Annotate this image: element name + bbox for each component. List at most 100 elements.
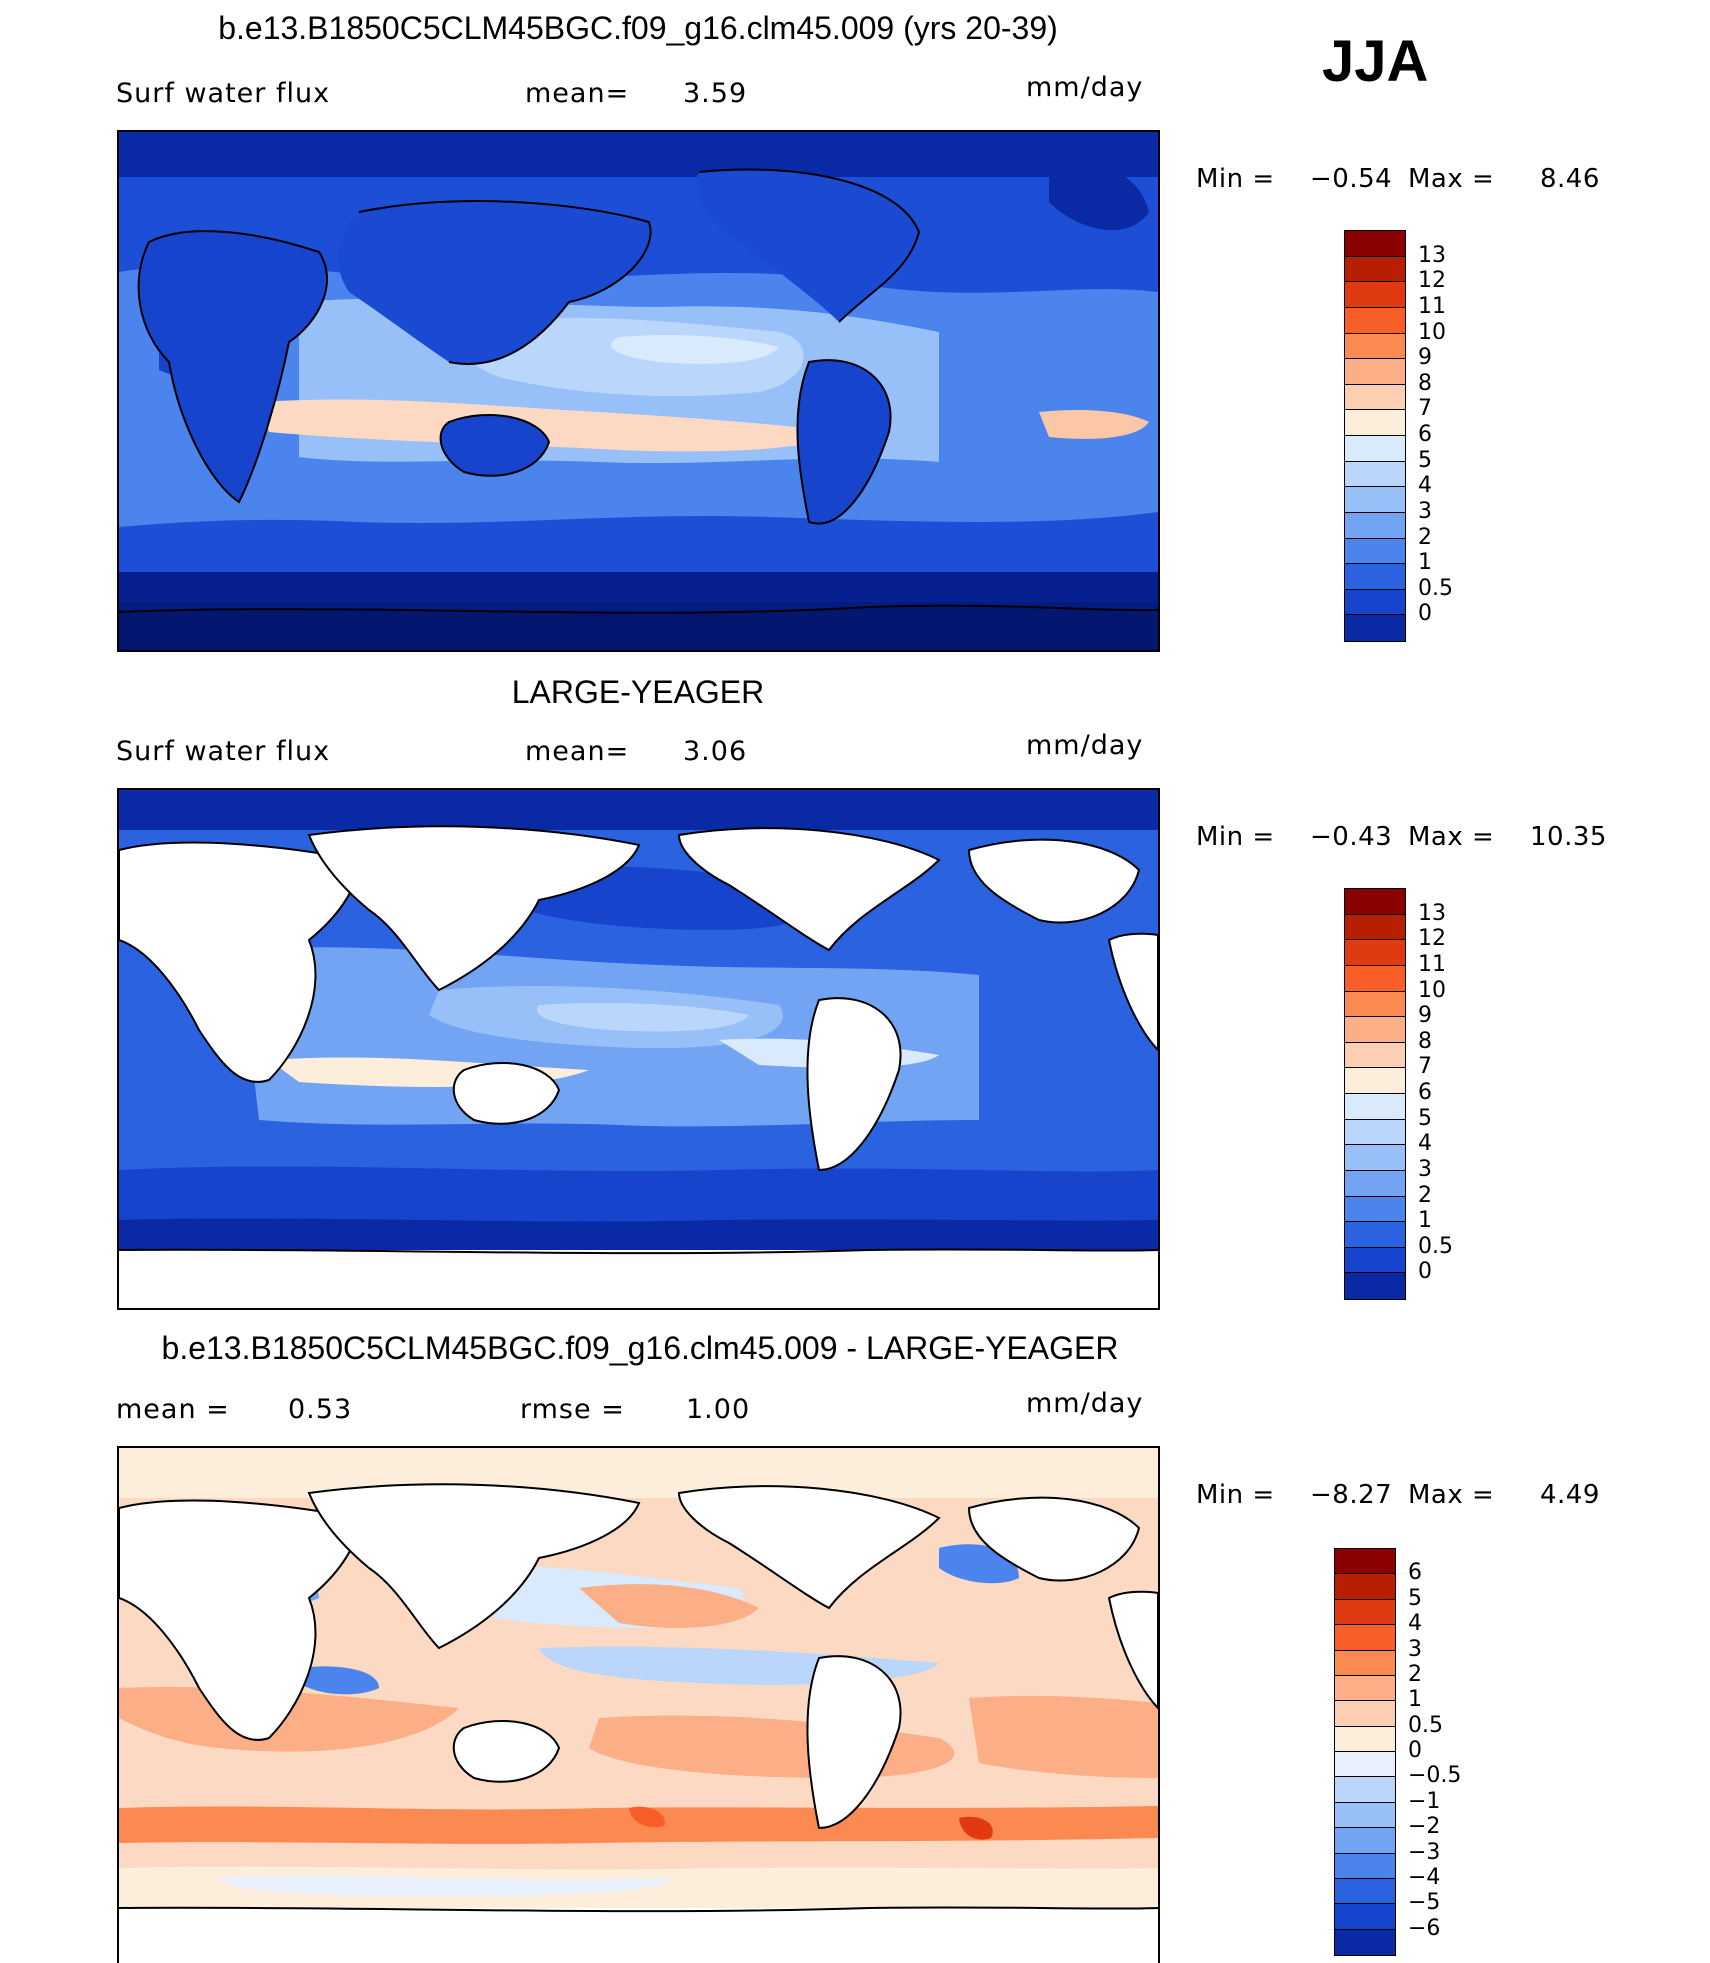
panel-1-units: mm/day [1026, 72, 1144, 103]
panel-2-units: mm/day [1026, 730, 1144, 761]
panel-3-rmse-label: rmse = [520, 1394, 625, 1425]
colorbar-tick-label: 4 [1418, 1131, 1432, 1157]
colorbar-tick-label: 1 [1408, 1687, 1422, 1713]
panel-2-europe-land [967, 838, 1141, 924]
panel-2-max-label: Max = [1408, 822, 1495, 852]
panel-2-title: LARGE-YEAGER [511, 674, 765, 710]
colorbar-swatch [1345, 889, 1405, 915]
panel-3-colorbar [1334, 1548, 1396, 1956]
colorbar-swatch [1335, 1625, 1395, 1651]
panel-2-africa-europe-land [119, 841, 361, 1083]
panel-3-north-america-land [677, 1485, 941, 1610]
panel-3-africa-europe-land [119, 1499, 361, 1741]
panel-2-colorbar [1344, 888, 1406, 1300]
panel-1-min-label: Min = [1196, 164, 1275, 194]
colorbar-tick-label: 5 [1408, 1585, 1422, 1611]
panel-1-map [117, 130, 1160, 652]
colorbar-swatch [1335, 1828, 1395, 1854]
colorbar-swatch [1345, 589, 1405, 616]
panel-2-min-label: Min = [1196, 822, 1275, 852]
panel-2-north-america-land [677, 827, 941, 952]
colorbar-tick-label: 0.5 [1418, 1233, 1453, 1259]
colorbar-swatch [1345, 487, 1405, 513]
colorbar-swatch [1345, 333, 1405, 360]
colorbar-swatch [1345, 436, 1405, 462]
panel-3-mean-label: mean = [116, 1394, 230, 1425]
colorbar-swatch [1345, 1068, 1405, 1094]
colorbar-tick-label: 9 [1418, 1003, 1432, 1029]
panel-2-mean-label: mean= [525, 736, 630, 767]
panel-2-min-value: −0.43 [1310, 822, 1393, 852]
panel-3-rmse-value: 1.00 [686, 1394, 751, 1425]
panel-1-title: b.e13.B1850C5CLM45BGC.f09_g16.clm45.009 … [218, 10, 1058, 46]
colorbar-tick-label: −4 [1408, 1864, 1441, 1890]
colorbar-swatch [1345, 965, 1405, 992]
panel-2-antarctica-land [119, 1250, 1158, 1308]
colorbar-tick-label: 9 [1418, 345, 1432, 371]
colorbar-tick-label: 7 [1418, 1054, 1432, 1080]
colorbar-tick-label: 0 [1418, 1259, 1432, 1285]
colorbar-swatch [1345, 359, 1405, 385]
panel-2-map [117, 788, 1160, 1310]
colorbar-tick-label: 0 [1418, 601, 1432, 627]
panel-3-mean-value: 0.53 [288, 1394, 353, 1425]
season-label: JJA [1322, 29, 1429, 94]
colorbar-swatch [1335, 1549, 1395, 1575]
colorbar-swatch [1345, 1170, 1405, 1197]
colorbar-swatch [1345, 538, 1405, 565]
panel-3-antarctica-land [119, 1908, 1158, 1962]
colorbar-swatch [1335, 1726, 1395, 1752]
colorbar-tick-label: 11 [1418, 951, 1446, 977]
colorbar-swatch [1345, 1042, 1405, 1069]
colorbar-swatch [1345, 615, 1405, 641]
panel-1-africa-europe-region [138, 231, 328, 502]
panel-3-max-value: 4.49 [1540, 1480, 1600, 1510]
panel-3-europe-land [967, 1496, 1141, 1582]
panel-3-title: b.e13.B1850C5CLM45BGC.f09_g16.clm45.009 … [161, 1330, 1119, 1366]
colorbar-swatch [1345, 1222, 1405, 1248]
panel-3-units: mm/day [1026, 1388, 1144, 1419]
panel-1-min-value: −0.54 [1310, 164, 1393, 194]
panel-1-max-value: 8.46 [1540, 164, 1600, 194]
colorbar-tick-label: 10 [1418, 977, 1446, 1003]
colorbar-swatch [1345, 1145, 1405, 1171]
colorbar-swatch [1335, 1574, 1395, 1600]
colorbar-swatch [1335, 1878, 1395, 1905]
colorbar-tick-label: 7 [1418, 396, 1432, 422]
panel-1-asia-region [338, 201, 651, 364]
colorbar-swatch [1345, 940, 1405, 966]
colorbar-tick-label: 0.5 [1418, 575, 1453, 601]
colorbar-swatch [1345, 1119, 1405, 1146]
panel-2-max-value: 10.35 [1530, 822, 1607, 852]
colorbar-tick-label: −6 [1408, 1915, 1441, 1941]
panel-1-south-america-region [797, 360, 891, 524]
colorbar-swatch [1345, 461, 1405, 488]
colorbar-swatch [1335, 1752, 1395, 1778]
colorbar-tick-label: −1 [1408, 1788, 1441, 1814]
colorbar-swatch [1345, 564, 1405, 590]
colorbar-swatch [1345, 991, 1405, 1018]
panel-1-colorbar [1344, 230, 1406, 642]
colorbar-tick-label: 3 [1418, 1156, 1432, 1182]
colorbar-swatch [1335, 1599, 1395, 1626]
colorbar-tick-label: 2 [1408, 1661, 1422, 1687]
colorbar-swatch [1335, 1777, 1395, 1803]
colorbar-tick-label: 4 [1418, 473, 1432, 499]
colorbar-swatch [1345, 410, 1405, 436]
colorbar-tick-label: 8 [1418, 1028, 1432, 1054]
colorbar-swatch [1345, 1017, 1405, 1043]
colorbar-tick-label: 10 [1418, 319, 1446, 345]
colorbar-tick-label: 12 [1418, 926, 1446, 952]
panel-3-max-label: Max = [1408, 1480, 1495, 1510]
colorbar-swatch [1335, 1650, 1395, 1676]
colorbar-tick-label: −5 [1408, 1890, 1441, 1916]
colorbar-swatch [1345, 231, 1405, 257]
colorbar-tick-label: 3 [1408, 1636, 1422, 1662]
colorbar-swatch [1345, 1273, 1405, 1299]
colorbar-swatch [1335, 1929, 1395, 1955]
colorbar-tick-label: 12 [1418, 268, 1446, 294]
colorbar-swatch [1335, 1853, 1395, 1879]
colorbar-swatch [1345, 256, 1405, 283]
colorbar-tick-label: 3 [1418, 498, 1432, 524]
